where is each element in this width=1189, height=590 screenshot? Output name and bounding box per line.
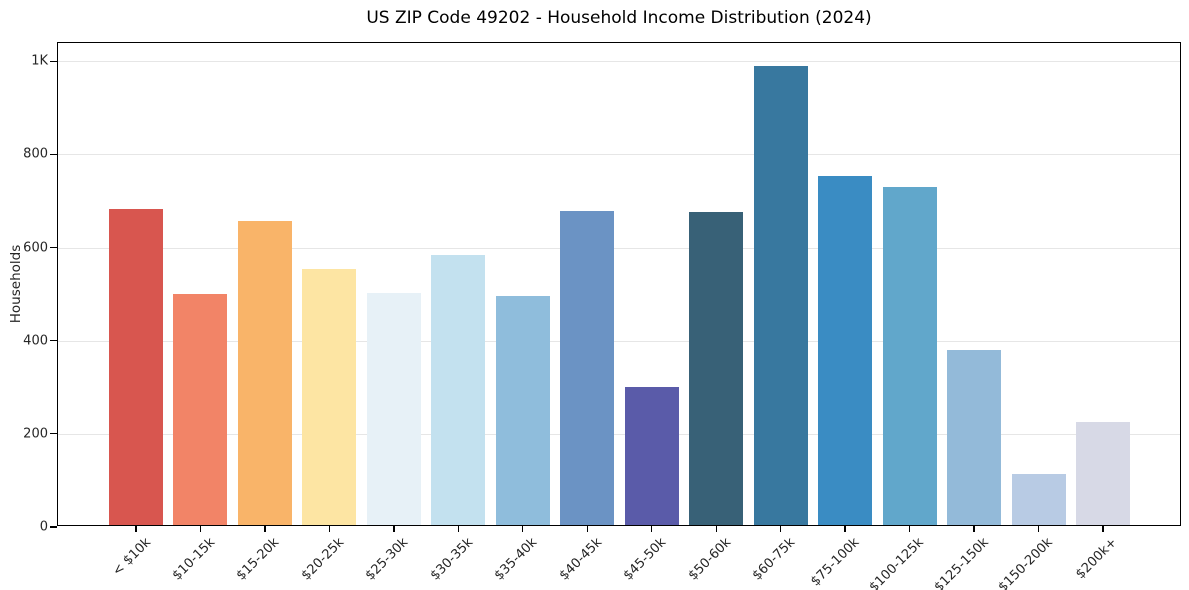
bar-$150-200k — [1011, 473, 1066, 525]
y-tick-label: 1K — [31, 53, 48, 69]
plot-area: 0 200 400 600 800 1K < $10k $10-15k $15-20k $20-2… — [23, 42, 1181, 590]
x-tick-label: $25-30k — [362, 535, 412, 584]
x-tick-mark — [1037, 525, 1040, 532]
x-tick-label: $45-50k — [620, 535, 670, 584]
bar-$45-50k — [624, 386, 679, 525]
x-tick-mark — [651, 525, 653, 532]
x-tick-label: $60-75k — [749, 535, 799, 584]
y-tick-label: 600 — [23, 240, 48, 255]
bar-$40-45k — [560, 210, 615, 525]
gridline-y-1K — [58, 61, 1180, 63]
y-tick-label: 800 — [23, 146, 48, 162]
bar-$100-125k — [882, 187, 937, 525]
x-tick-mark — [135, 525, 137, 532]
bar-$20-25k — [302, 268, 357, 525]
x-tick-label: $15-20k — [234, 535, 283, 584]
x-tick-mark — [908, 525, 911, 532]
x-tick-mark — [199, 525, 202, 532]
x-tick-mark — [780, 525, 782, 532]
y-axis-label: Households — [8, 244, 24, 324]
bar-$35-40k — [495, 296, 550, 525]
bar-$200k+ — [1075, 422, 1130, 525]
y-tick-mark — [50, 246, 57, 249]
x-tick-mark — [844, 525, 846, 532]
bar-< $10k — [109, 209, 163, 525]
x-tick-label: $200k+ — [1073, 535, 1121, 583]
x-tick-mark — [264, 525, 266, 532]
bar-$30-35k — [431, 254, 486, 525]
x-tick-mark — [393, 525, 395, 532]
y-tick-mark — [50, 153, 57, 155]
x-tick-mark — [1102, 525, 1104, 532]
y-tick-mark — [50, 60, 57, 62]
bar-$15-20k — [237, 221, 292, 525]
x-tick-mark — [457, 525, 459, 532]
gridline-y-200 — [58, 433, 1180, 435]
x-tick-mark — [522, 525, 524, 532]
x-tick-mark — [328, 525, 331, 532]
y-tick-label: 0 — [39, 519, 48, 535]
gridline-y-400 — [58, 340, 1180, 342]
bar-$125-150k — [947, 349, 1002, 525]
x-tick-label: $125-150k — [931, 535, 992, 590]
y-tick-label: 400 — [23, 333, 48, 349]
bar-$60-75k — [753, 66, 808, 525]
x-tick-mark — [973, 525, 975, 532]
x-tick-label: $30-35k — [427, 535, 476, 584]
gridline-y-600 — [58, 247, 1180, 249]
chart-title: US ZIP Code 49202 - Household Income Dis… — [366, 8, 872, 28]
x-tick-label: $40-45k — [556, 535, 605, 584]
y-tick-mark — [50, 340, 57, 342]
x-tick-mark — [715, 525, 717, 532]
bar-$10-15k — [173, 294, 228, 525]
x-tick-label: $35-40k — [491, 535, 541, 584]
bar-$50-60k — [689, 211, 744, 525]
x-tick-label: $150-200k — [995, 535, 1057, 590]
y-tick-label: 200 — [23, 426, 48, 442]
x-tick-label: $10-15k — [169, 535, 219, 584]
x-tick-label: < $10k — [109, 535, 154, 580]
x-tick-label: $20-25k — [298, 535, 348, 584]
x-tick-label: $100-125k — [867, 535, 928, 590]
x-tick-label: $50-60k — [685, 535, 734, 584]
y-tick-mark — [50, 526, 57, 528]
x-tick-label: $75-100k — [808, 535, 863, 590]
bar-$25-30k — [366, 293, 421, 525]
x-tick-mark — [586, 525, 588, 532]
y-tick-mark — [50, 433, 57, 435]
bar-$75-100k — [818, 175, 873, 525]
gridline-y-800 — [58, 154, 1180, 156]
